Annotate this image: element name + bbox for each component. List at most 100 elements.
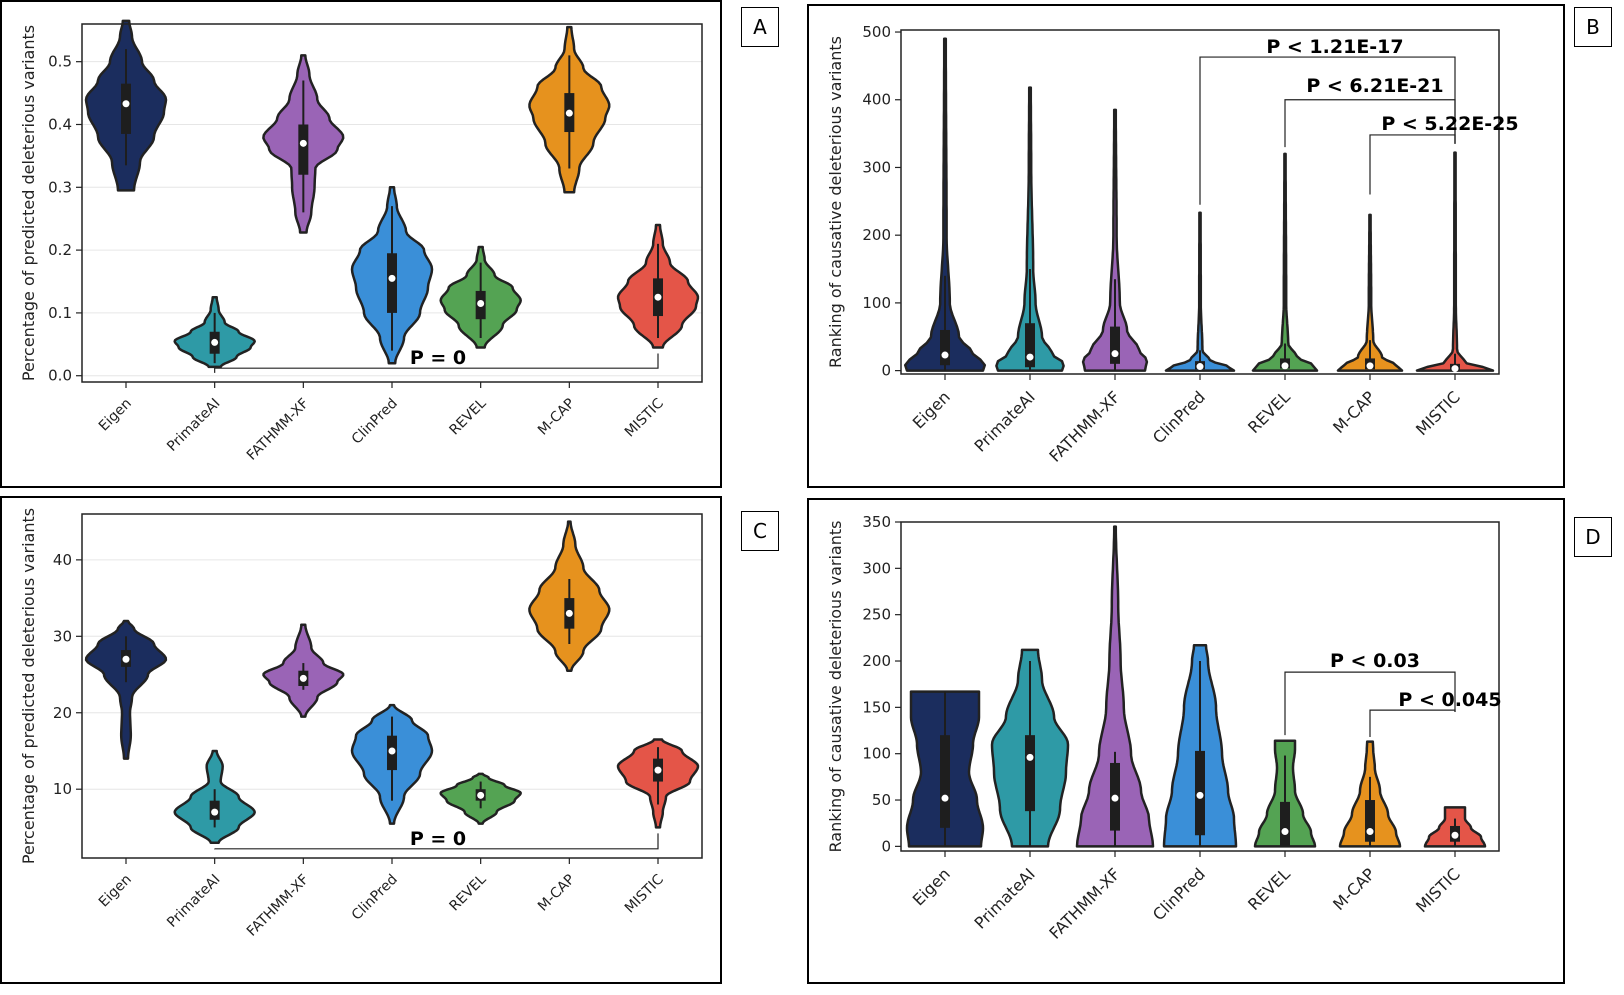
median-mistic (654, 766, 662, 774)
y-tick-label: 250 (862, 606, 891, 624)
median-eigen (941, 794, 949, 802)
violin-revel (1251, 152, 1319, 372)
significance-bracket (1369, 134, 1456, 195)
median-primateai (1026, 753, 1034, 761)
violin-fathmm-xf (1075, 525, 1155, 848)
y-tick-label: 0.4 (48, 115, 72, 133)
chart-d: 0 50 100 150 200 250 300 350 Eigen PrimateAI FATHM… (826, 513, 1502, 943)
y-tick-label: 200 (862, 226, 891, 244)
x-tick-label: M-CAP (1329, 864, 1379, 914)
chart-c: 10 20 30 40 Eigen PrimateAI FATHMM-XF ClinPred R… (19, 508, 703, 940)
median-mistic (654, 293, 662, 301)
y-tick-label: 200 (862, 652, 891, 670)
y-tick-label: 0 (881, 837, 891, 855)
y-axis-label: Percentage of predicted deleterious vari… (19, 25, 38, 381)
x-tick-label: FATHMM-XF (1045, 387, 1123, 465)
median-revel (1281, 362, 1289, 370)
x-tick-label: REVEL (1244, 864, 1294, 914)
x-tick-label: MISTIC (1412, 387, 1464, 439)
y-tick-label: 0.3 (48, 178, 72, 196)
panel-d: 0 50 100 150 200 250 300 350 Eigen PrimateAI FATHM… (807, 498, 1565, 984)
chart-a: 0.0 0.1 0.2 0.3 0.4 0.5 Eigen PrimateAI FATHMM-X… (19, 19, 703, 464)
iqr-box-fathmm-xf (1110, 326, 1120, 364)
median-m-cap (565, 109, 573, 117)
x-tick-label: Eigen (909, 387, 954, 432)
y-tick-label: 400 (862, 91, 891, 109)
iqr-box-eigen (940, 735, 950, 828)
median-revel (477, 791, 485, 799)
x-tick-label: FATHMM-XF (244, 396, 312, 464)
p-value-label: P < 1.21E-17 (1266, 36, 1403, 58)
median-fathmm-xf (299, 674, 307, 682)
significance-bracket (1284, 671, 1456, 736)
x-tick-label: FATHMM-XF (1045, 864, 1123, 942)
panel-label-b: B (1574, 7, 1612, 47)
median-clinpred (388, 747, 396, 755)
panel-a: 0.0 0.1 0.2 0.3 0.4 0.5 Eigen PrimateAI FATHMM-X… (0, 0, 722, 488)
p-value-label: P < 5.22E-25 (1381, 113, 1518, 135)
median-primateai (211, 338, 219, 346)
panel-c: 10 20 30 40 Eigen PrimateAI FATHMM-XF ClinPred R… (0, 496, 722, 984)
y-tick-label: 0.1 (48, 304, 72, 322)
y-tick-label: 10 (53, 780, 72, 798)
x-tick-label: Eigen (96, 396, 135, 435)
iqr-box-revel (1280, 801, 1290, 847)
iqr-box-clinpred (387, 253, 397, 313)
x-tick-label: REVEL (1244, 387, 1294, 437)
iqr-box-m-cap (1365, 800, 1375, 842)
y-tick-label: 0.5 (48, 53, 72, 71)
x-tick-label: MISTIC (1412, 864, 1464, 916)
significance-bracket (214, 833, 659, 850)
median-eigen (941, 351, 949, 359)
violin-primateai (995, 86, 1065, 372)
median-m-cap (565, 609, 573, 617)
median-mistic (1451, 831, 1459, 839)
median-revel (477, 299, 485, 307)
iqr-box-fathmm-xf (298, 124, 309, 175)
median-clinpred (1196, 791, 1204, 799)
y-tick-label: 150 (862, 698, 891, 716)
x-tick-label: ClinPred (1149, 387, 1209, 447)
median-primateai (211, 808, 219, 816)
violin-m-cap (1336, 213, 1404, 372)
x-tick-label: PrimateAI (164, 872, 223, 931)
x-tick-label: Eigen (96, 872, 135, 911)
iqr-box-primateai (1025, 323, 1035, 368)
y-tick-label: 500 (862, 23, 891, 41)
x-tick-label: ClinPred (1149, 864, 1209, 924)
median-eigen (122, 100, 130, 108)
x-tick-label: PrimateAI (971, 864, 1039, 932)
significance-bracket (1369, 709, 1456, 738)
median-revel (1281, 828, 1289, 836)
iqr-box-primateai (1025, 735, 1035, 812)
median-eigen (122, 655, 130, 663)
violin-clinpred (1164, 211, 1236, 372)
y-axis-label: Ranking of causative deleterious variant… (826, 36, 845, 368)
median-m-cap (1366, 828, 1374, 836)
significance-bracket (214, 353, 659, 373)
p-value-label: P < 0.03 (1330, 650, 1420, 672)
x-tick-label: MISTIC (622, 871, 667, 916)
panel-label-d: D (1574, 517, 1612, 557)
x-tick-label: MISTIC (622, 395, 667, 440)
x-tick-label: M-CAP (535, 396, 578, 439)
iqr-box-eigen (940, 329, 950, 366)
y-tick-label: 0.2 (48, 241, 72, 259)
violin-fathmm-xf (1081, 108, 1149, 372)
chart-b: 0 100 200 300 400 500 Eigen PrimateAI FATHMM-XF C… (826, 23, 1519, 466)
violin-eigen (903, 37, 987, 372)
panel-label-c: C (741, 511, 779, 551)
x-tick-label: Eigen (909, 864, 954, 909)
median-fathmm-xf (1111, 350, 1119, 358)
violin-mistic (1415, 151, 1495, 372)
y-axis-label: Percentage of predicted deleterious vari… (19, 508, 38, 864)
x-tick-label: ClinPred (349, 396, 401, 448)
y-tick-label: 0 (881, 362, 891, 380)
y-axis-label: Ranking of causative deleterious variant… (826, 521, 845, 853)
median-mistic (1451, 365, 1459, 373)
violin-eigen (84, 619, 168, 760)
x-tick-label: M-CAP (535, 872, 578, 915)
iqr-box-eigen (121, 83, 131, 134)
panel-label-a: A (741, 7, 779, 47)
median-primateai (1026, 353, 1034, 361)
